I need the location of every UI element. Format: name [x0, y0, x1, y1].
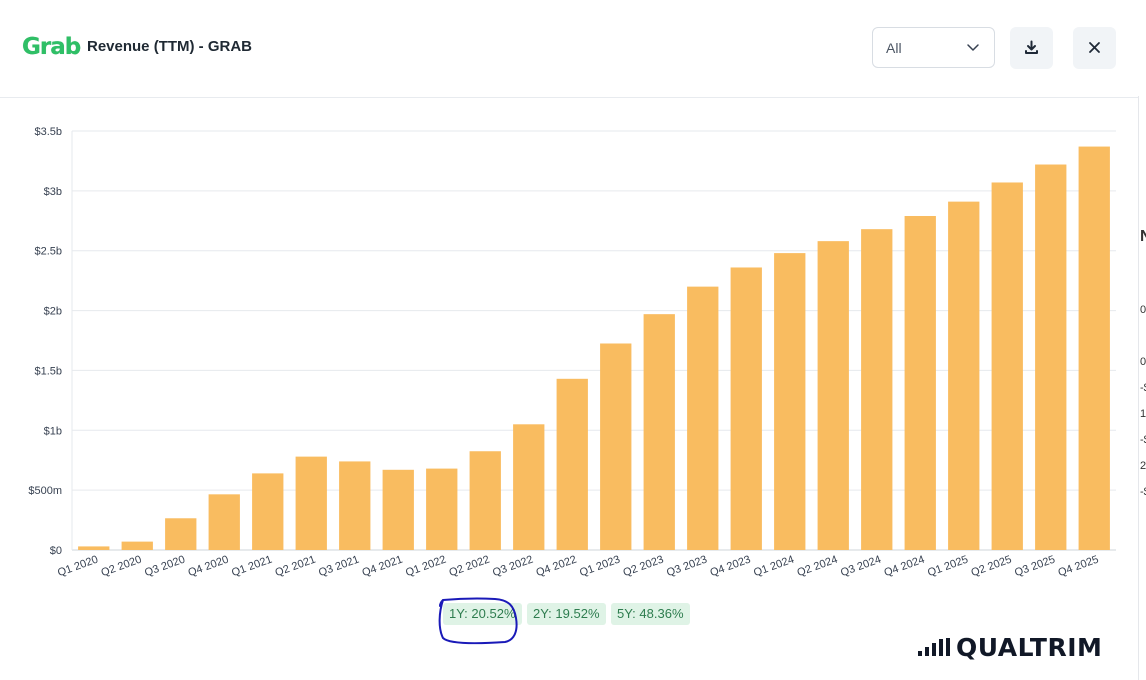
growth-badge-5y: 5Y: 48.36%	[611, 603, 690, 625]
x-tick-label: Q2 2023	[622, 554, 666, 580]
y-tick-label: $2.5b	[34, 246, 62, 258]
background-text-fragment: -$	[1140, 434, 1146, 446]
chevron-down-icon	[967, 44, 979, 51]
background-text-fragment: 00	[1140, 356, 1146, 368]
range-select[interactable]: All	[872, 27, 995, 68]
bar-q1-2025[interactable]	[948, 201, 980, 550]
bar-q3-2021[interactable]	[339, 461, 371, 550]
bar-q1-2023[interactable]	[600, 343, 632, 550]
bar-q3-2023[interactable]	[687, 286, 719, 550]
x-tick-label: Q2 2020	[100, 554, 144, 580]
bar-q4-2025[interactable]	[1078, 146, 1110, 550]
x-tick-label: Q2 2021	[274, 554, 318, 580]
bar-q4-2023[interactable]	[730, 267, 762, 550]
bar-q3-2025[interactable]	[1035, 164, 1067, 550]
x-tick-label: Q3 2025	[1013, 554, 1057, 580]
x-tick-label: Q1 2024	[752, 554, 796, 580]
x-tick-label: Q3 2021	[317, 554, 361, 580]
x-tick-label: Q4 2023	[709, 554, 753, 580]
bar-q2-2022[interactable]	[469, 451, 501, 550]
bar-q2-2024[interactable]	[817, 241, 849, 550]
grab-logo: Grab	[22, 34, 81, 60]
y-tick-label: $500m	[28, 485, 62, 497]
x-tick-label: Q4 2021	[361, 554, 405, 580]
x-tick-label: Q4 2024	[883, 554, 927, 580]
y-tick-label: $3b	[44, 186, 62, 198]
close-icon	[1089, 42, 1100, 53]
background-text-fragment: N	[1140, 228, 1146, 246]
range-select-value: All	[886, 40, 902, 56]
bar-q3-2024[interactable]	[861, 229, 893, 550]
modal-header: Grab Revenue (TTM) - GRAB All	[0, 0, 1138, 98]
background-text-fragment: 00	[1140, 304, 1146, 316]
bar-q4-2021[interactable]	[382, 469, 414, 550]
y-tick-label: $0	[50, 545, 62, 557]
x-tick-label: Q3 2024	[839, 554, 883, 580]
x-tick-label: Q3 2020	[143, 554, 187, 580]
bar-q1-2021[interactable]	[252, 473, 284, 550]
x-tick-label: Q4 2020	[187, 554, 231, 580]
page-title: Revenue (TTM) - GRAB	[87, 38, 252, 55]
bar-q2-2020[interactable]	[121, 541, 153, 550]
bar-q1-2020[interactable]	[78, 546, 110, 550]
x-tick-label: Q2 2024	[796, 554, 840, 580]
background-text-fragment: 1.	[1140, 408, 1146, 420]
x-tick-label: Q2 2025	[970, 554, 1014, 580]
bar-q2-2025[interactable]	[991, 182, 1023, 550]
bar-q4-2020[interactable]	[208, 494, 240, 550]
bar-q2-2021[interactable]	[295, 456, 327, 550]
bar-q1-2024[interactable]	[774, 253, 806, 550]
qualtrim-wordmark: QUALTRIM	[956, 633, 1103, 662]
y-tick-label: $1b	[44, 425, 62, 437]
y-tick-label: $1.5b	[34, 365, 62, 377]
hand-drawn-circle-annotation	[438, 597, 518, 645]
bar-q4-2022[interactable]	[556, 378, 588, 550]
x-tick-label: Q2 2022	[448, 554, 492, 580]
x-tick-label: Q1 2023	[578, 554, 622, 580]
close-button[interactable]	[1073, 27, 1116, 69]
bar-q3-2020[interactable]	[165, 518, 197, 550]
growth-badge-2y: 2Y: 19.52%	[527, 603, 606, 625]
x-tick-label: Q3 2022	[491, 554, 535, 580]
bar-q1-2022[interactable]	[426, 468, 458, 550]
bar-q3-2022[interactable]	[513, 424, 545, 550]
signal-bars-icon	[918, 638, 950, 656]
y-tick-label: $3.5b	[34, 126, 62, 138]
x-tick-label: Q3 2023	[665, 554, 709, 580]
y-tick-label: $2b	[44, 306, 62, 318]
background-text-fragment: -$	[1140, 486, 1146, 498]
background-page-edge: N 00 00 -$ 1. -$ 2. -$	[1138, 96, 1146, 680]
x-tick-label: Q4 2025	[1057, 554, 1101, 580]
background-text-fragment: -$	[1140, 382, 1146, 394]
bar-q2-2023[interactable]	[643, 314, 675, 550]
bar-q4-2024[interactable]	[904, 215, 936, 551]
x-tick-label: Q1 2020	[56, 554, 100, 580]
x-tick-label: Q1 2022	[404, 554, 448, 580]
background-text-fragment: 2.	[1140, 460, 1146, 472]
download-icon	[1025, 40, 1038, 54]
x-tick-label: Q1 2025	[926, 554, 970, 580]
x-tick-label: Q4 2022	[535, 554, 579, 580]
download-button[interactable]	[1010, 27, 1053, 69]
x-tick-label: Q1 2021	[230, 554, 274, 580]
growth-badge-1y: 1Y: 20.52%	[443, 603, 522, 625]
